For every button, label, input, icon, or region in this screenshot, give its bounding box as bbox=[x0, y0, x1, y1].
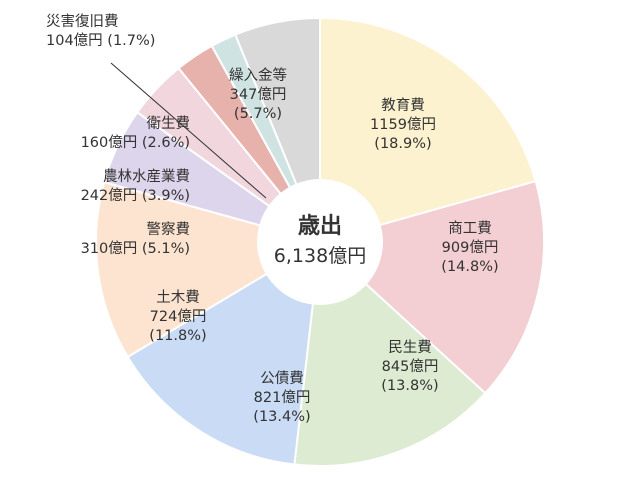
slice-label-4: 公債費 821億円(13.4%) bbox=[253, 370, 310, 425]
slice-label-3: 民生費 845億円(13.8%) bbox=[381, 339, 438, 394]
pie-slice-4 bbox=[126, 240, 322, 466]
slice-label-10: 繰入金等 347億円(5.7%) bbox=[229, 66, 287, 122]
slice-label-8: 衛生費 160億円 (2.6%) bbox=[81, 115, 190, 151]
slice-labels: 教育費 1159億円(18.9%) 商工費 909億円(14.8%) 民生費 845億円(… bbox=[46, 13, 499, 425]
slice-label-9: 災害復旧費 104億円 (1.7%) bbox=[46, 13, 155, 49]
slice-label-5: 土木費 724億円(11.8%) bbox=[149, 289, 206, 344]
slice-label-6: 警察費 310億円 (5.1%) bbox=[81, 220, 190, 257]
center-hole bbox=[257, 179, 383, 305]
leader-line bbox=[110, 62, 267, 199]
center-total: 6,138億円 bbox=[274, 245, 366, 267]
slice-label-1: 教育費 1159億円(18.9%) bbox=[370, 97, 436, 152]
slice-label-2: 商工費 909億円(14.8%) bbox=[441, 220, 498, 275]
pie-slice-1 bbox=[319, 16, 537, 244]
center-title: 歳出 bbox=[298, 214, 342, 239]
slice-label-7: 農林水産業費 242億円 (3.9%) bbox=[81, 168, 190, 204]
pie-slice-5 bbox=[94, 180, 323, 359]
